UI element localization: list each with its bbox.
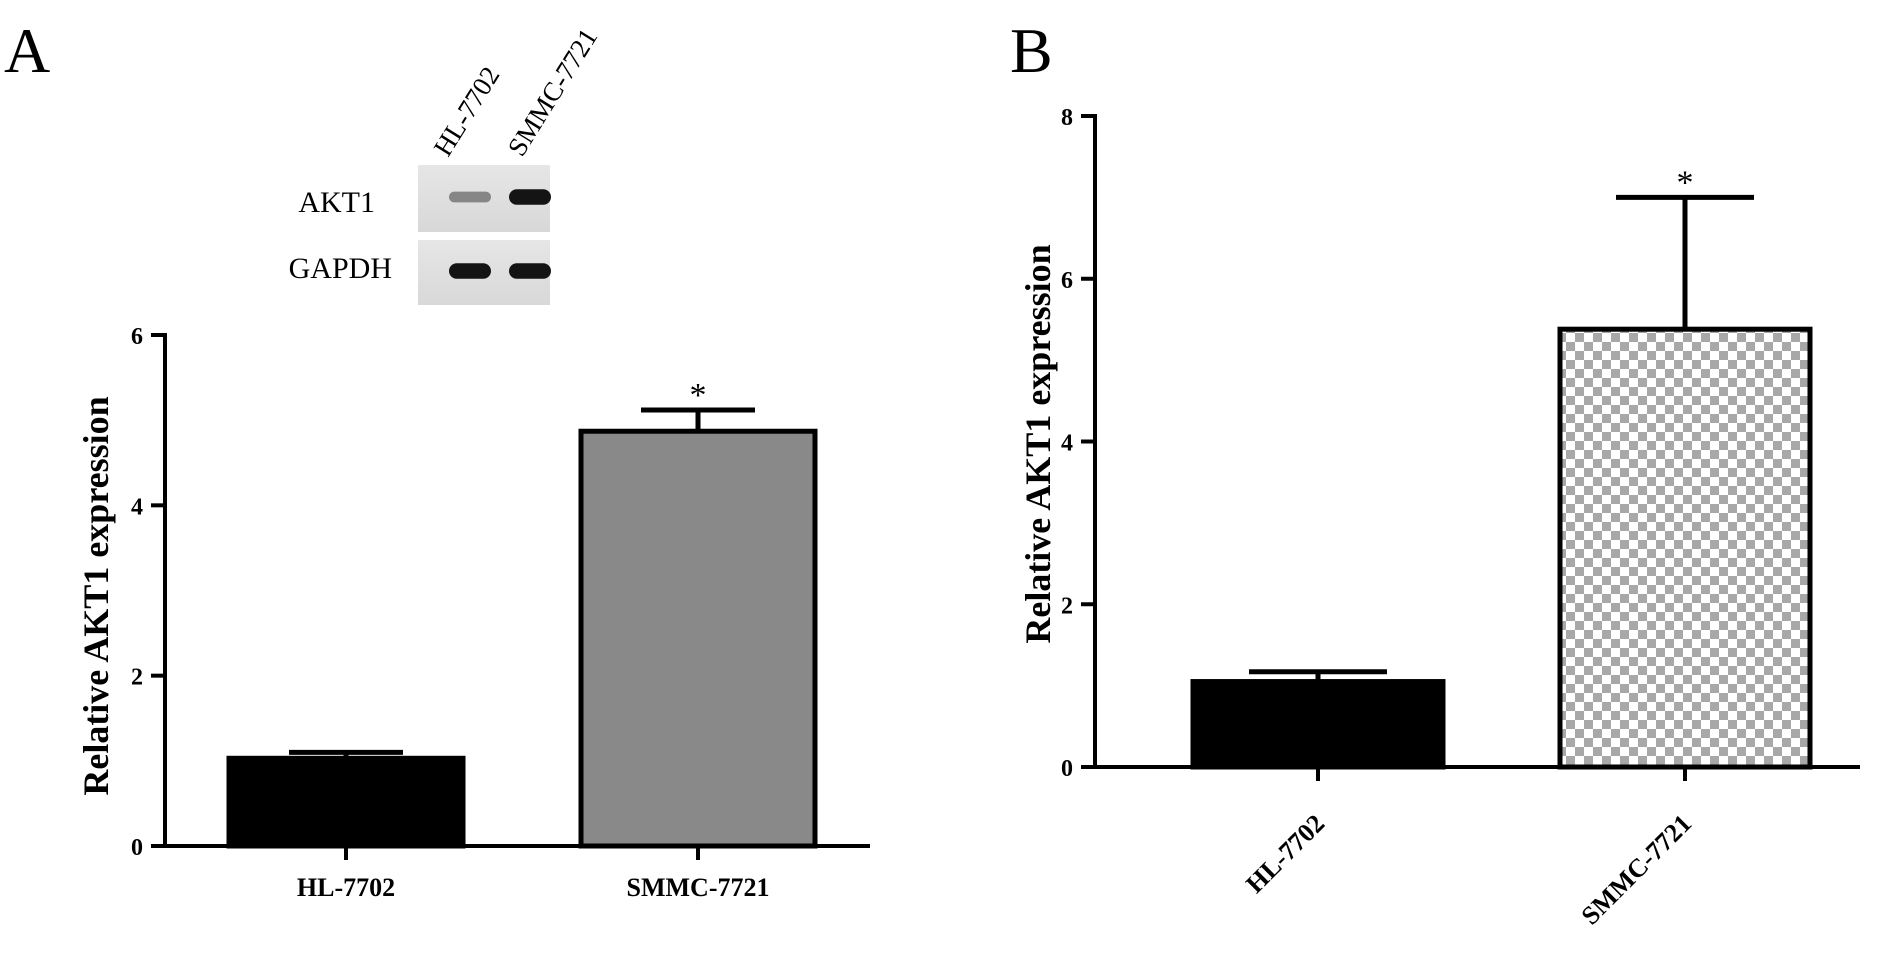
significance-marker: * bbox=[690, 377, 707, 414]
western-blot: HL-7702 SMMC-7721 AKT1 GAPDH bbox=[289, 23, 604, 305]
y-tick-label: 4 bbox=[131, 494, 143, 520]
y-tick-label: 4 bbox=[1061, 431, 1073, 457]
y-tick-label: 6 bbox=[1061, 268, 1073, 294]
y-axis-label: Relative AKT1 expression bbox=[1018, 244, 1058, 643]
blot-band bbox=[449, 263, 491, 279]
chart-panel-b: Relative AKT1 expression 0 2 4 6 8 * HL-7702… bbox=[1018, 105, 1860, 930]
x-tick-label: HL-7702 bbox=[297, 873, 395, 902]
y-axis-label: Relative AKT1 expression bbox=[76, 396, 116, 795]
bar bbox=[226, 755, 466, 849]
y-tick-label: 0 bbox=[131, 835, 143, 861]
x-tick-label: SMMC-7721 bbox=[1576, 809, 1698, 931]
bar bbox=[1557, 326, 1813, 770]
bar bbox=[578, 428, 818, 849]
panel-letter-a: A bbox=[4, 15, 50, 86]
blot-row-label: GAPDH bbox=[289, 252, 392, 285]
y-tick-label: 0 bbox=[1061, 756, 1073, 782]
y-tick-label: 2 bbox=[1061, 593, 1073, 619]
blot-band bbox=[449, 191, 491, 203]
x-tick-label: SMMC-7721 bbox=[627, 873, 770, 902]
blot-row-label: AKT1 bbox=[298, 186, 375, 219]
blot-band bbox=[509, 189, 551, 205]
y-tick-label: 8 bbox=[1061, 105, 1073, 131]
panel-letter-b: B bbox=[1010, 15, 1053, 86]
blot-lane-label: SMMC-7721 bbox=[502, 23, 604, 161]
blot-band bbox=[509, 263, 551, 279]
y-tick-label: 6 bbox=[131, 324, 143, 350]
significance-marker: * bbox=[1677, 164, 1694, 201]
x-tick-label: HL-7702 bbox=[1240, 809, 1330, 899]
y-tick-label: 2 bbox=[131, 665, 143, 691]
blot-lane-label: HL-7702 bbox=[428, 61, 506, 161]
bar bbox=[1190, 679, 1446, 770]
chart-panel-a: Relative AKT1 expression 0 2 4 6 * HL-7702 S… bbox=[76, 324, 870, 902]
